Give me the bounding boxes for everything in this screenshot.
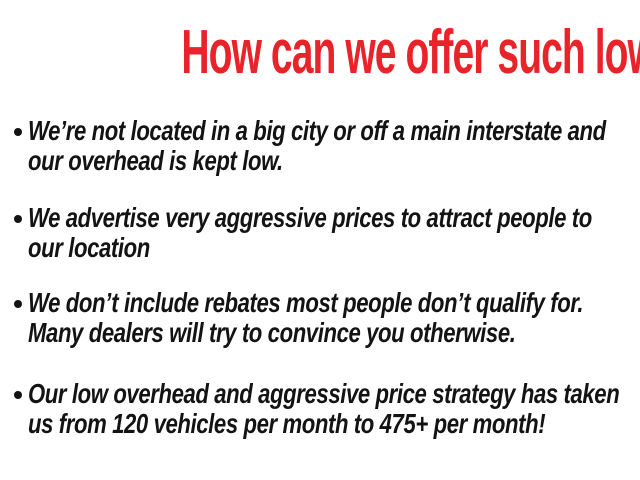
bullet-item-2: We advertise very aggressive prices to a… bbox=[0, 203, 640, 265]
bullet-dot-icon bbox=[14, 215, 22, 223]
bullet-line: We don’t include rebates most people don… bbox=[28, 287, 584, 318]
bullet-dot-icon bbox=[14, 128, 22, 136]
bullet-item-1: We’re not located in a big city or off a… bbox=[0, 116, 640, 178]
bullet-line: us from 120 vehicles per month to 475+ p… bbox=[28, 408, 546, 439]
bullet-line: Our low overhead and aggressive price st… bbox=[28, 378, 620, 409]
bullet-line: Many dealers will try to convince you ot… bbox=[28, 317, 516, 348]
bullet-text-4: Our low overhead and aggressive price st… bbox=[28, 378, 620, 439]
bullet-line: We advertise very aggressive prices to a… bbox=[28, 202, 592, 233]
bullet-line: our location bbox=[28, 232, 150, 263]
bullet-item-4: Our low overhead and aggressive price st… bbox=[0, 379, 640, 441]
bullet-text-2: We advertise very aggressive prices to a… bbox=[28, 203, 592, 263]
bullet-dot-icon bbox=[14, 300, 22, 308]
page-title: How can we offer such low prices? bbox=[181, 18, 640, 87]
page-title-container: How can we offer such low prices? bbox=[0, 22, 640, 84]
bullet-text-3: We don’t include rebates most people don… bbox=[28, 288, 583, 348]
bullet-text-1: We’re not located in a big city or off a… bbox=[28, 116, 606, 176]
bullet-dot-icon bbox=[14, 391, 22, 399]
bullet-item-3: We don’t include rebates most people don… bbox=[0, 288, 640, 350]
bullet-line: We’re not located in a big city or off a… bbox=[28, 115, 606, 146]
bullet-line: our overhead is kept low. bbox=[28, 145, 283, 176]
